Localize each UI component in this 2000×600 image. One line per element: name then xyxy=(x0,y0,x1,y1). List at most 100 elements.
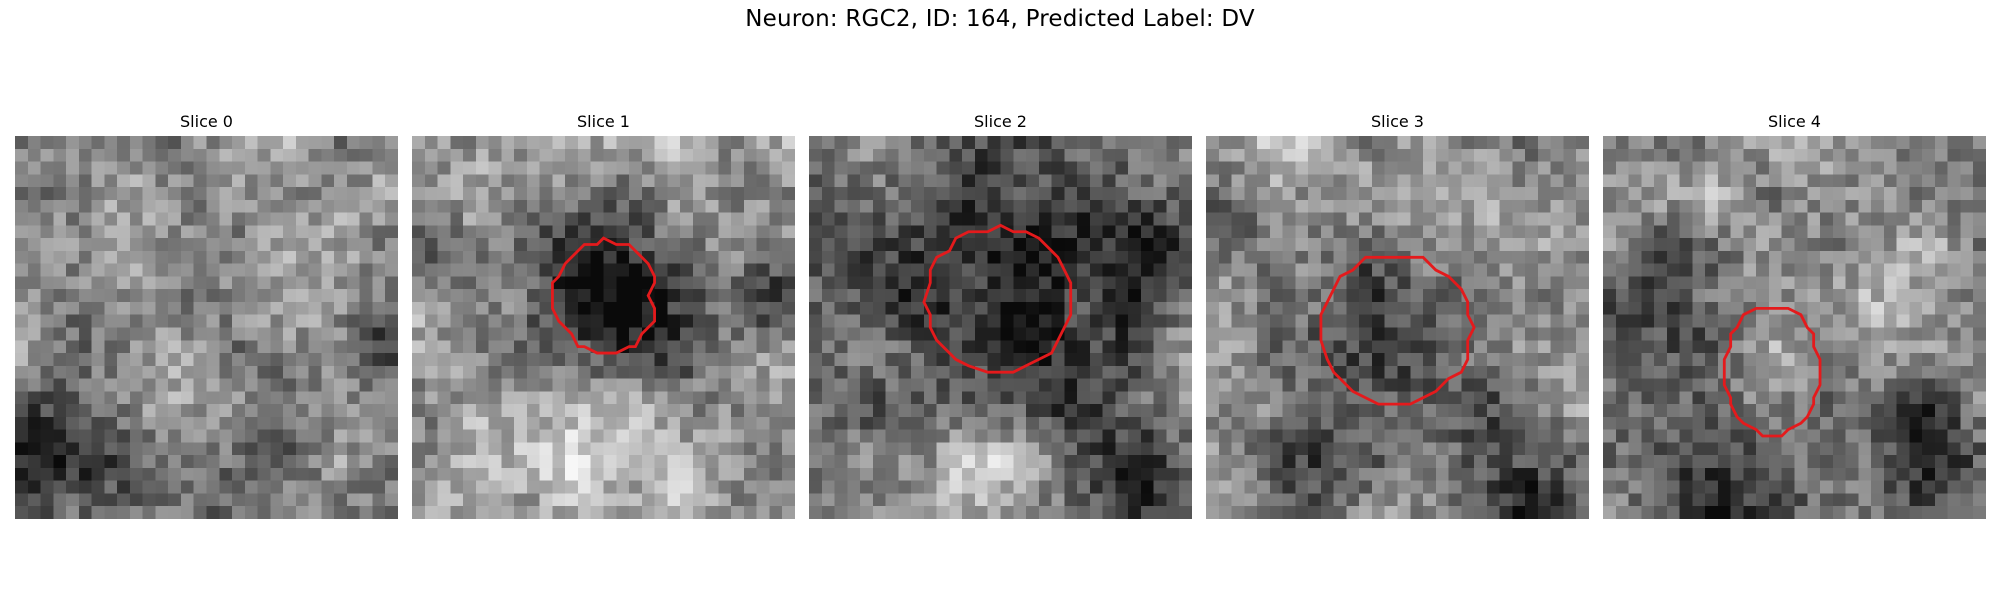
image-pixel xyxy=(168,442,182,456)
image-pixel xyxy=(1641,174,1655,188)
image-pixel xyxy=(911,404,925,418)
image-pixel xyxy=(283,174,297,188)
image-pixel xyxy=(1448,455,1462,469)
image-pixel xyxy=(654,161,668,175)
image-pixel xyxy=(1359,467,1373,481)
image-pixel xyxy=(1320,327,1334,341)
image-pixel xyxy=(743,353,757,367)
image-pixel xyxy=(40,442,54,456)
image-pixel xyxy=(27,467,41,481)
image-pixel xyxy=(66,493,80,507)
image-pixel xyxy=(1026,327,1040,341)
image-pixel xyxy=(847,263,861,277)
image-pixel xyxy=(219,455,233,469)
image-pixel xyxy=(590,148,604,162)
image-pixel xyxy=(1333,391,1347,405)
image-pixel xyxy=(334,148,348,162)
image-pixel xyxy=(1603,455,1617,469)
image-pixel xyxy=(232,136,246,150)
image-pixel xyxy=(718,455,732,469)
image-pixel xyxy=(526,391,540,405)
image-pixel xyxy=(1128,238,1142,252)
image-pixel xyxy=(488,365,502,379)
image-pixel xyxy=(680,199,694,213)
image-pixel xyxy=(117,212,131,226)
image-pixel xyxy=(987,238,1001,252)
image-pixel xyxy=(1346,212,1360,226)
image-pixel xyxy=(769,340,783,354)
image-pixel xyxy=(1576,212,1589,226)
image-pixel xyxy=(552,225,566,239)
image-pixel xyxy=(1346,314,1360,328)
image-pixel xyxy=(1384,238,1398,252)
image-pixel xyxy=(308,250,322,264)
image-pixel xyxy=(1308,301,1322,315)
image-pixel xyxy=(898,301,912,315)
image-pixel xyxy=(1922,365,1936,379)
image-pixel xyxy=(1077,187,1091,201)
image-pixel xyxy=(78,199,92,213)
image-pixel xyxy=(1026,212,1040,226)
image-pixel xyxy=(1371,225,1385,239)
image-pixel xyxy=(1960,174,1974,188)
image-pixel xyxy=(1064,429,1078,443)
image-pixel xyxy=(1603,148,1617,162)
image-pixel xyxy=(949,136,963,150)
image-pixel xyxy=(1295,467,1309,481)
image-pixel xyxy=(180,148,194,162)
image-pixel xyxy=(1499,199,1513,213)
image-pixel xyxy=(1461,506,1475,519)
image-pixel xyxy=(1077,429,1091,443)
image-pixel xyxy=(1218,289,1232,303)
image-pixel xyxy=(180,404,194,418)
image-pixel xyxy=(552,506,566,519)
image-pixel xyxy=(860,455,874,469)
image-pixel xyxy=(885,416,899,430)
image-pixel xyxy=(809,480,823,494)
image-pixel xyxy=(1359,212,1373,226)
image-pixel xyxy=(142,314,156,328)
image-pixel xyxy=(1871,225,1885,239)
image-pixel xyxy=(1102,353,1116,367)
image-pixel xyxy=(782,467,795,481)
image-pixel xyxy=(731,327,745,341)
image-pixel xyxy=(1013,314,1027,328)
image-pixel xyxy=(437,416,451,430)
image-pixel xyxy=(1820,301,1834,315)
image-pixel xyxy=(1000,263,1014,277)
image-pixel xyxy=(756,365,770,379)
image-pixel xyxy=(923,199,937,213)
image-pixel xyxy=(1537,506,1551,519)
image-pixel xyxy=(936,327,950,341)
image-pixel xyxy=(1038,455,1052,469)
image-pixel xyxy=(91,327,105,341)
image-pixel xyxy=(923,161,937,175)
image-pixel xyxy=(809,136,823,150)
image-pixel xyxy=(1231,250,1245,264)
image-pixel xyxy=(1563,212,1577,226)
image-pixel xyxy=(769,442,783,456)
image-pixel xyxy=(1128,161,1142,175)
image-pixel xyxy=(142,238,156,252)
image-pixel xyxy=(539,212,553,226)
image-pixel xyxy=(1000,199,1014,213)
image-pixel xyxy=(539,289,553,303)
image-pixel xyxy=(1269,263,1283,277)
image-pixel xyxy=(1909,174,1923,188)
image-pixel xyxy=(1474,378,1488,392)
image-pixel xyxy=(66,250,80,264)
image-pixel xyxy=(514,442,528,456)
image-pixel xyxy=(1499,455,1513,469)
image-pixel xyxy=(1832,378,1846,392)
image-pixel xyxy=(1525,161,1539,175)
image-pixel xyxy=(1934,174,1948,188)
image-pixel xyxy=(1512,212,1526,226)
image-pixel xyxy=(1525,429,1539,443)
image-pixel xyxy=(1922,378,1936,392)
image-pixel xyxy=(437,225,451,239)
image-pixel xyxy=(1051,429,1065,443)
image-pixel xyxy=(847,455,861,469)
image-pixel xyxy=(1077,238,1091,252)
image-pixel xyxy=(450,161,464,175)
image-pixel xyxy=(450,148,464,162)
